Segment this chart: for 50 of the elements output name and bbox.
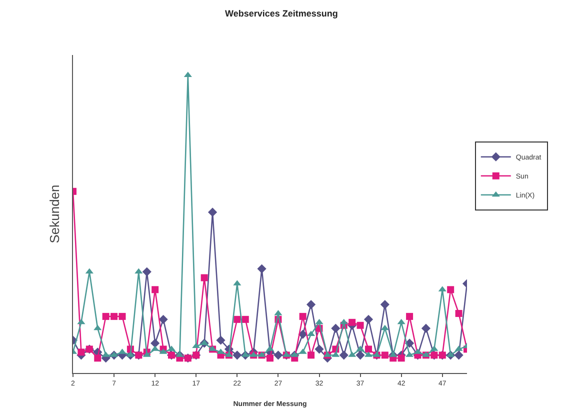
point: [94, 324, 102, 330]
point: [454, 350, 464, 360]
point: [331, 324, 340, 333]
point: [208, 208, 218, 217]
point: [406, 312, 414, 320]
point: [77, 318, 86, 324]
point: [380, 300, 390, 310]
point: [216, 336, 226, 345]
point: [455, 310, 462, 317]
point: [150, 338, 160, 348]
point: [200, 274, 208, 282]
point: [299, 312, 306, 320]
y-axis-title: Sekunden: [46, 184, 62, 244]
point: [421, 324, 431, 333]
point: [134, 268, 143, 274]
point: [306, 300, 316, 310]
point: [85, 268, 94, 274]
point: [398, 354, 405, 362]
point: [110, 312, 118, 320]
point: [274, 350, 283, 360]
point: [274, 310, 282, 316]
point: [308, 352, 315, 359]
chart-title: Webservices Zeitmessung: [225, 8, 338, 19]
point: [158, 314, 168, 324]
point: [340, 318, 348, 324]
point: [234, 316, 241, 323]
point: [364, 314, 374, 324]
point: [102, 312, 110, 320]
point: [257, 264, 266, 274]
point: [184, 72, 192, 78]
point: [381, 352, 388, 359]
point: [232, 350, 242, 360]
point: [348, 318, 356, 326]
point: [314, 344, 324, 354]
point: [142, 267, 152, 276]
point: [94, 354, 102, 362]
point: [356, 350, 365, 360]
point: [365, 346, 372, 353]
point: [339, 350, 348, 360]
point: [356, 322, 364, 329]
point: [447, 286, 454, 294]
point: [380, 324, 389, 330]
point: [78, 348, 85, 356]
point: [397, 318, 406, 324]
point: [266, 354, 274, 362]
point: [118, 312, 126, 320]
point: [307, 330, 316, 336]
point: [152, 286, 159, 294]
point: [315, 318, 324, 324]
point: [242, 316, 249, 323]
